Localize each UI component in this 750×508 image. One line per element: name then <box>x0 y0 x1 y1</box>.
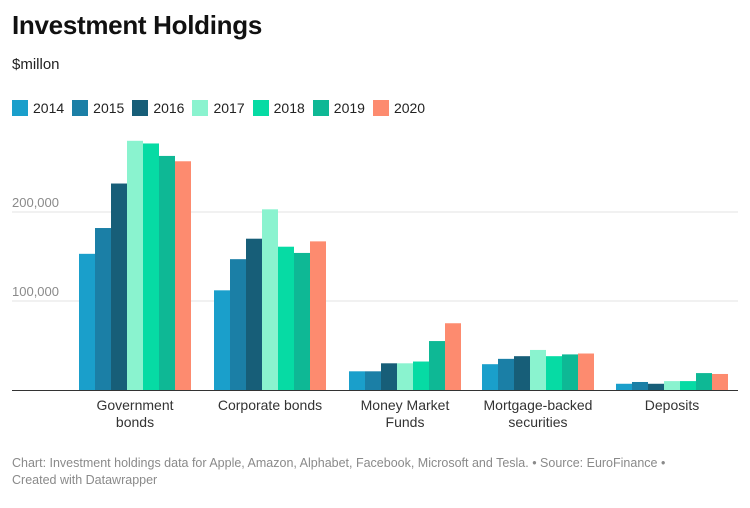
bar-chart: 100,000 200,000 Government bonds Corporate b… <box>12 140 738 430</box>
legend-item-2018: 2018 <box>252 100 305 116</box>
bar-2015 <box>230 259 246 390</box>
bar-2018 <box>278 246 294 390</box>
chart-footer: Chart: Investment holdings data for Appl… <box>12 455 732 489</box>
bar-2020 <box>445 323 461 390</box>
bar-2019 <box>159 155 175 390</box>
y-tick-label: 200,000 <box>12 195 59 210</box>
legend-item-2019: 2019 <box>312 100 365 116</box>
bar-2017 <box>397 363 413 390</box>
bar-2020 <box>578 353 594 390</box>
bar-2017 <box>664 381 680 390</box>
bar-2020 <box>310 241 326 390</box>
legend-item-2015: 2015 <box>72 100 124 116</box>
bar-2014 <box>349 371 365 390</box>
legend-item-2014: 2014 <box>12 100 64 116</box>
legend-label: 2018 <box>273 100 305 116</box>
bar-2018 <box>413 361 429 390</box>
legend-swatch <box>72 100 89 116</box>
legend-swatch <box>372 100 389 116</box>
legend-item-2017: 2017 <box>192 100 245 116</box>
bar-2014 <box>79 253 95 390</box>
legend-item-2016: 2016 <box>132 100 184 116</box>
bar-2018 <box>143 143 159 390</box>
x-category-label: Corporate bonds <box>218 397 322 413</box>
bar-2015 <box>632 381 648 390</box>
legend-item-2020: 2020 <box>372 100 426 116</box>
bar-2016 <box>381 363 397 390</box>
bar-2020 <box>712 373 728 390</box>
bar-2016 <box>648 383 664 390</box>
legend-swatch <box>132 100 149 116</box>
chart-subtitle: $millon <box>12 56 60 73</box>
legend-label: 2015 <box>93 100 125 116</box>
x-category-label: Mortgage-backed securities <box>484 397 593 430</box>
legend-swatch <box>12 100 28 116</box>
bar-2015 <box>95 228 111 390</box>
legend-label: 2016 <box>153 100 185 116</box>
x-category-label: Money Market Funds <box>361 397 450 430</box>
bar-2019 <box>562 354 578 390</box>
bar-2020 <box>175 161 191 390</box>
legend-swatch <box>192 100 209 116</box>
chart-legend: 2014 2015 2016 2017 2018 2019 2020 <box>12 100 433 116</box>
bar-2014 <box>616 383 632 390</box>
bar-2014 <box>214 290 230 390</box>
legend-swatch <box>252 100 269 116</box>
bar-2016 <box>246 238 262 390</box>
legend-label: 2017 <box>213 100 245 116</box>
bar-2015 <box>365 371 381 390</box>
x-category-label: Government bonds <box>96 397 173 430</box>
footer-credit-line: Created with Datawrapper <box>12 473 158 487</box>
bar-2017 <box>262 209 278 390</box>
bar-2018 <box>546 356 562 390</box>
chart-title: Investment Holdings <box>12 10 262 40</box>
y-tick-label: 100,000 <box>12 284 59 299</box>
x-category-label: Deposits <box>645 397 699 413</box>
legend-swatch <box>312 100 329 116</box>
legend-label: 2014 <box>33 100 65 116</box>
legend-label: 2019 <box>333 100 365 116</box>
bar-2019 <box>294 252 310 390</box>
bar-2017 <box>127 140 143 390</box>
bar-2016 <box>514 356 530 390</box>
bar-2014 <box>482 364 498 390</box>
footer-source-line: Chart: Investment holdings data for Appl… <box>12 456 666 470</box>
legend-label: 2020 <box>393 100 426 116</box>
bar-2019 <box>429 341 445 390</box>
bar-2019 <box>696 373 712 390</box>
bar-2016 <box>111 183 127 390</box>
bar-2018 <box>680 381 696 390</box>
bar-2017 <box>530 349 546 390</box>
bar-2015 <box>498 358 514 390</box>
